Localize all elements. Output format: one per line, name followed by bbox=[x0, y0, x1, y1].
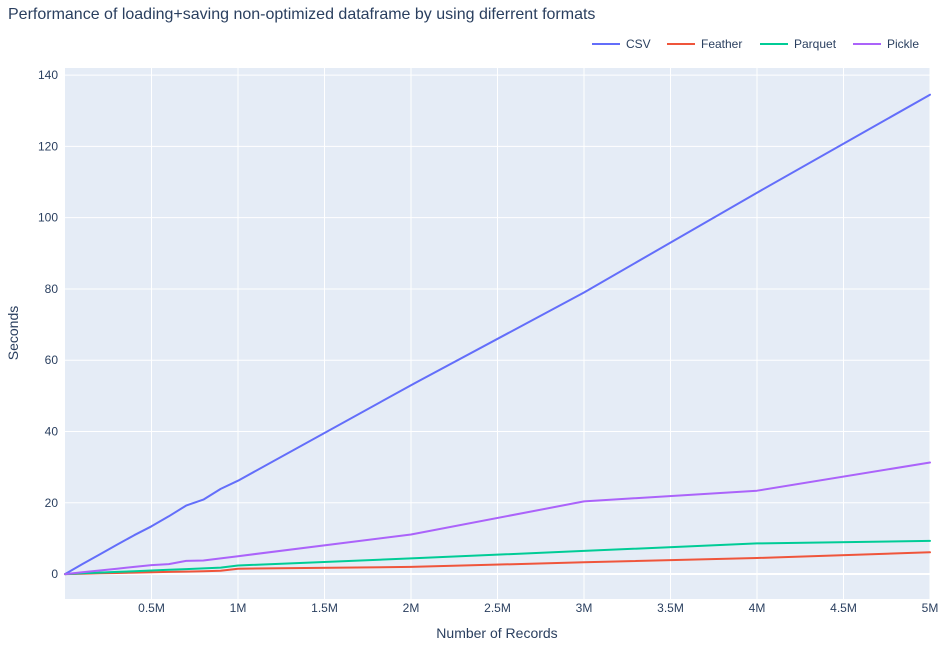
y-axis-title: Seconds bbox=[5, 306, 21, 360]
grid-lines bbox=[65, 68, 931, 599]
x-tick-label: 1M bbox=[230, 601, 247, 615]
legend-item-parquet[interactable]: Parquet bbox=[760, 37, 837, 51]
y-tick-label: 40 bbox=[45, 425, 59, 439]
legend-label: Parquet bbox=[794, 37, 837, 51]
y-tick-label: 0 bbox=[51, 567, 58, 581]
x-tick-label: 2.5M bbox=[484, 601, 511, 615]
series-line-pickle[interactable] bbox=[64, 461, 931, 576]
y-tick-label: 120 bbox=[38, 139, 58, 153]
x-tick-label: 4.5M bbox=[830, 601, 857, 615]
x-tick-label: 4M bbox=[749, 601, 766, 615]
series-line-csv[interactable] bbox=[64, 93, 931, 576]
y-tick-label: 100 bbox=[38, 211, 58, 225]
x-tick-label: 2M bbox=[403, 601, 420, 615]
y-tick-label: 20 bbox=[45, 496, 59, 510]
x-axis-ticks: 0.5M 1M 1.5M 2M 2.5M 3M 3.5M 4M 4.5M 5M bbox=[138, 601, 938, 615]
legend-item-pickle[interactable]: Pickle bbox=[853, 37, 919, 51]
chart-title: Performance of loading+saving non-optimi… bbox=[8, 6, 595, 23]
legend-label: Feather bbox=[701, 37, 742, 51]
legend-item-csv[interactable]: CSV bbox=[592, 37, 651, 51]
x-axis-title: Number of Records bbox=[436, 625, 557, 641]
x-tick-label: 3M bbox=[576, 601, 593, 615]
x-tick-label: 3.5M bbox=[657, 601, 684, 615]
legend-label: CSV bbox=[626, 37, 651, 51]
x-tick-label: 0.5M bbox=[138, 601, 165, 615]
legend-label: Pickle bbox=[887, 37, 919, 51]
series-line-parquet[interactable] bbox=[64, 539, 931, 576]
y-tick-label: 60 bbox=[45, 353, 59, 367]
legend[interactable]: CSV Feather Parquet Pickle bbox=[592, 37, 919, 51]
x-tick-label: 1.5M bbox=[311, 601, 338, 615]
legend-item-feather[interactable]: Feather bbox=[667, 37, 742, 51]
y-tick-label: 80 bbox=[45, 282, 59, 296]
x-tick-label: 5M bbox=[922, 601, 939, 615]
y-tick-label: 140 bbox=[38, 68, 58, 82]
series-lines bbox=[64, 93, 931, 576]
y-axis-ticks: 0 20 40 60 80 100 120 140 bbox=[38, 68, 58, 581]
